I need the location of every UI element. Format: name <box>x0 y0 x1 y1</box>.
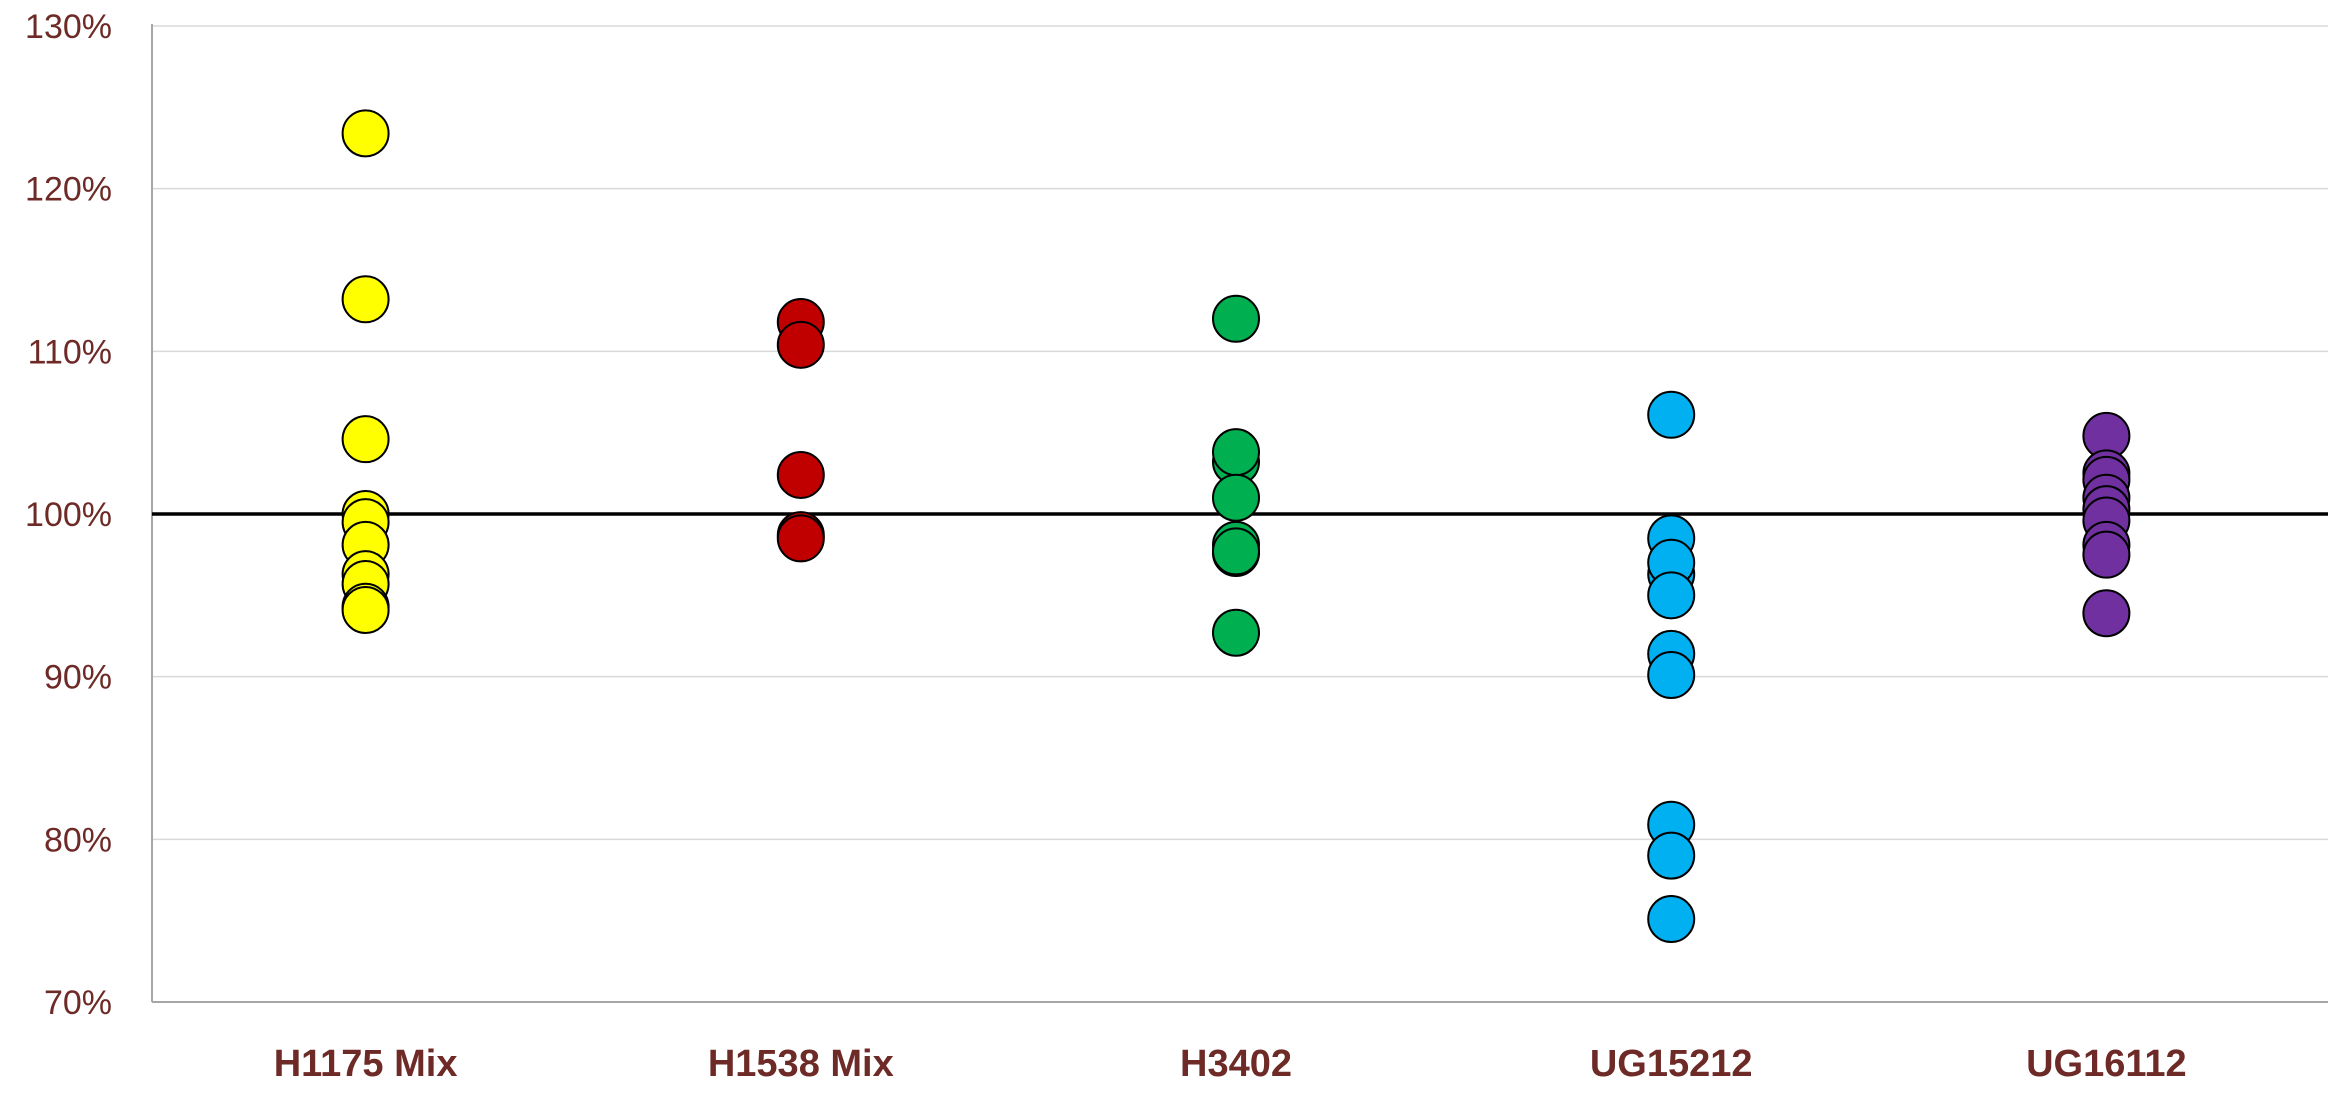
data-point <box>1647 895 1696 944</box>
data-point <box>1647 390 1696 439</box>
data-point <box>1212 608 1260 657</box>
data-point <box>341 275 390 324</box>
y-tick-labels: 70% 80% 90% 100% 110% 120% 130% <box>25 8 112 1022</box>
data-point <box>1212 473 1260 522</box>
x-tick-label: UG16112 <box>2026 1043 2187 1085</box>
y-tick-label: 120% <box>25 171 112 209</box>
data-point <box>1212 294 1260 343</box>
data-point <box>2082 530 2131 579</box>
x-tick-labels: H1175 Mix H1538 Mix H3402 UG15212 UG16112 <box>274 1043 2187 1085</box>
y-tick-label: 110% <box>28 333 112 371</box>
y-tick-label: 90% <box>44 659 112 697</box>
data-point <box>776 320 825 369</box>
y-tick-label: 130% <box>25 8 112 46</box>
data-point <box>1647 831 1696 880</box>
data-point <box>1647 571 1696 620</box>
data-point <box>341 585 390 634</box>
data-point <box>341 109 390 158</box>
data-point <box>1647 651 1696 700</box>
y-tick-label: 100% <box>25 496 112 534</box>
y-tick-label: 70% <box>44 984 112 1022</box>
data-point <box>776 514 825 563</box>
data-points <box>341 109 2131 944</box>
x-tick-label: H3402 <box>1180 1043 1292 1085</box>
data-point <box>2082 589 2131 638</box>
data-point <box>1212 428 1260 477</box>
x-tick-label: H1538 Mix <box>708 1043 894 1085</box>
x-tick-label: H1175 Mix <box>274 1043 458 1085</box>
data-point <box>341 415 390 464</box>
data-point <box>776 450 825 499</box>
y-tick-label: 80% <box>44 821 112 859</box>
x-tick-label: UG15212 <box>1590 1043 1753 1085</box>
data-point <box>1212 527 1260 576</box>
